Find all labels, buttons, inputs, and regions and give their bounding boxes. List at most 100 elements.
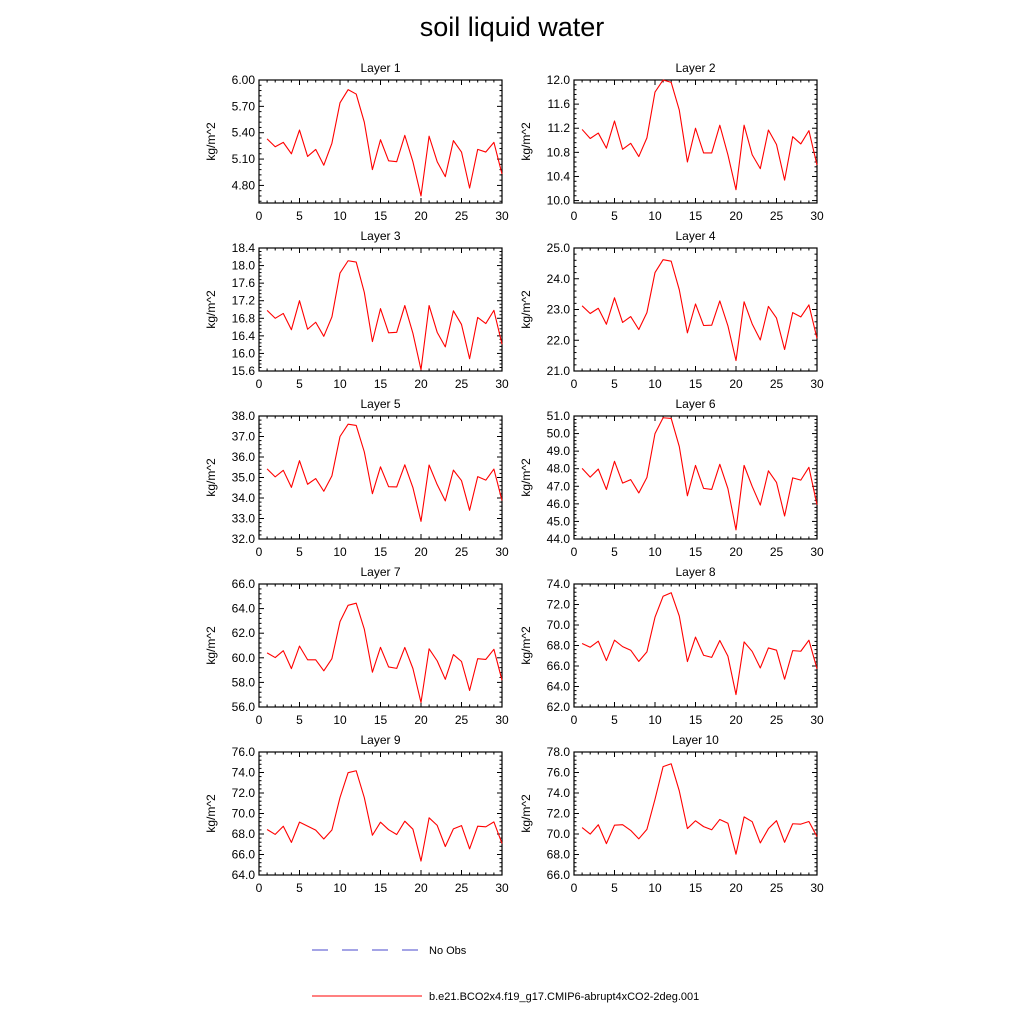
series-line	[266, 260, 503, 371]
series-line	[266, 770, 503, 862]
y-axis-label: kg/m^2	[519, 458, 533, 497]
x-tick-label: 10	[648, 713, 662, 727]
x-tick-label: 30	[810, 209, 824, 223]
x-tick-label: 20	[414, 377, 428, 391]
y-tick-label: 60.0	[232, 651, 256, 665]
y-tick-label: 16.0	[232, 346, 256, 360]
x-tick-label: 10	[333, 209, 347, 223]
y-tick-label: 11.2	[548, 121, 571, 135]
y-axis-label: kg/m^2	[204, 458, 218, 497]
y-axis-label: kg/m^2	[519, 626, 533, 665]
y-tick-label: 44.0	[547, 532, 571, 546]
x-tick-label: 20	[729, 377, 743, 391]
x-tick-label: 5	[296, 545, 303, 559]
x-tick-label: 15	[374, 881, 388, 895]
y-tick-label: 34.0	[232, 491, 256, 505]
x-tick-label: 5	[296, 377, 303, 391]
y-tick-label: 51.0	[547, 409, 571, 423]
y-axis-label: kg/m^2	[204, 626, 218, 665]
x-tick-label: 5	[611, 209, 618, 223]
x-tick-label: 10	[333, 881, 347, 895]
series-line	[266, 602, 503, 704]
x-tick-label: 25	[455, 713, 469, 727]
x-tick-label: 15	[374, 713, 388, 727]
x-tick-label: 15	[689, 881, 703, 895]
y-tick-label: 17.6	[232, 276, 256, 290]
x-tick-label: 15	[689, 545, 703, 559]
y-tick-label: 16.4	[232, 329, 256, 343]
x-tick-label: 30	[495, 209, 509, 223]
series-line	[266, 89, 503, 197]
x-tick-label: 30	[495, 881, 509, 895]
y-tick-label: 5.10	[232, 152, 256, 166]
plot-frame	[258, 751, 503, 876]
panels: Layer 1 kg/m^2 0 5 10 15 20 25 30 4.80 5.10 5.40 5.7…	[204, 61, 824, 895]
x-tick-label: 30	[495, 377, 509, 391]
y-tick-label: 46.0	[547, 497, 571, 511]
x-tick-label: 5	[296, 209, 303, 223]
y-tick-label: 66.0	[547, 659, 571, 673]
x-tick-label: 15	[374, 377, 388, 391]
y-tick-label: 78.0	[547, 745, 571, 759]
y-tick-label: 62.0	[232, 626, 256, 640]
x-tick-label: 0	[256, 881, 263, 895]
x-tick-label: 5	[611, 881, 618, 895]
y-tick-label: 10.4	[547, 169, 571, 183]
panel-10: Layer 10 kg/m^2 0 5 10 15 20 25 30 66.0 68.0 70.0 72…	[519, 733, 824, 895]
panel-title: Layer 6	[675, 397, 715, 411]
x-tick-label: 30	[810, 377, 824, 391]
y-tick-label: 5.70	[232, 99, 256, 113]
panel-title: Layer 9	[360, 733, 400, 747]
panel-title: Layer 7	[360, 565, 400, 579]
y-tick-label: 66.0	[547, 868, 571, 882]
y-tick-label: 35.0	[232, 471, 256, 485]
y-tick-label: 4.80	[232, 178, 256, 192]
x-tick-label: 0	[571, 881, 578, 895]
y-tick-label: 6.00	[232, 73, 256, 87]
series-line	[266, 423, 503, 522]
y-tick-label: 66.0	[232, 577, 256, 591]
x-tick-label: 25	[455, 881, 469, 895]
plot-frame	[573, 751, 818, 876]
x-tick-label: 30	[495, 545, 509, 559]
y-tick-label: 25.0	[547, 241, 571, 255]
series-line	[581, 763, 818, 855]
x-tick-label: 0	[571, 545, 578, 559]
panel-6: Layer 6 kg/m^2 0 5 10 15 20 25 30 44.0 45.0 46.0 47.…	[519, 397, 824, 559]
panel-4: Layer 4 kg/m^2 0 5 10 15 20 25 30 21.0 22.0 23.0 24.…	[519, 229, 824, 391]
panel-title: Layer 2	[675, 61, 715, 75]
x-tick-label: 20	[414, 713, 428, 727]
y-tick-label: 5.40	[232, 126, 256, 140]
y-tick-label: 18.0	[232, 259, 256, 273]
y-tick-label: 70.0	[547, 827, 571, 841]
x-tick-label: 5	[296, 881, 303, 895]
panel-8: Layer 8 kg/m^2 0 5 10 15 20 25 30 62.0 64.0 66.0 68.…	[519, 565, 824, 727]
panel-title: Layer 1	[360, 61, 400, 75]
x-tick-label: 10	[648, 545, 662, 559]
x-tick-label: 15	[374, 545, 388, 559]
y-tick-label: 24.0	[547, 272, 571, 286]
x-tick-label: 10	[648, 209, 662, 223]
panel-title: Layer 8	[675, 565, 715, 579]
plot-frame	[573, 415, 818, 540]
y-tick-label: 56.0	[232, 700, 256, 714]
y-tick-label: 22.0	[547, 333, 571, 347]
x-tick-label: 15	[689, 377, 703, 391]
y-tick-label: 74.0	[547, 577, 571, 591]
y-tick-label: 12.0	[547, 73, 571, 87]
y-tick-label: 21.0	[547, 364, 571, 378]
series-line	[581, 79, 818, 191]
x-tick-label: 25	[770, 209, 784, 223]
panel-title: Layer 5	[360, 397, 400, 411]
x-tick-label: 5	[611, 377, 618, 391]
x-tick-label: 20	[729, 713, 743, 727]
y-tick-label: 23.0	[547, 303, 571, 317]
y-tick-label: 76.0	[232, 745, 256, 759]
legend: No Obs b.e21.BCO2x4.f19_g17.CMIP6-abrupt4…	[312, 945, 699, 1003]
x-tick-label: 20	[414, 545, 428, 559]
y-axis-label: kg/m^2	[204, 122, 218, 161]
y-axis-label: kg/m^2	[519, 122, 533, 161]
y-axis-label: kg/m^2	[204, 794, 218, 833]
x-tick-label: 10	[648, 881, 662, 895]
